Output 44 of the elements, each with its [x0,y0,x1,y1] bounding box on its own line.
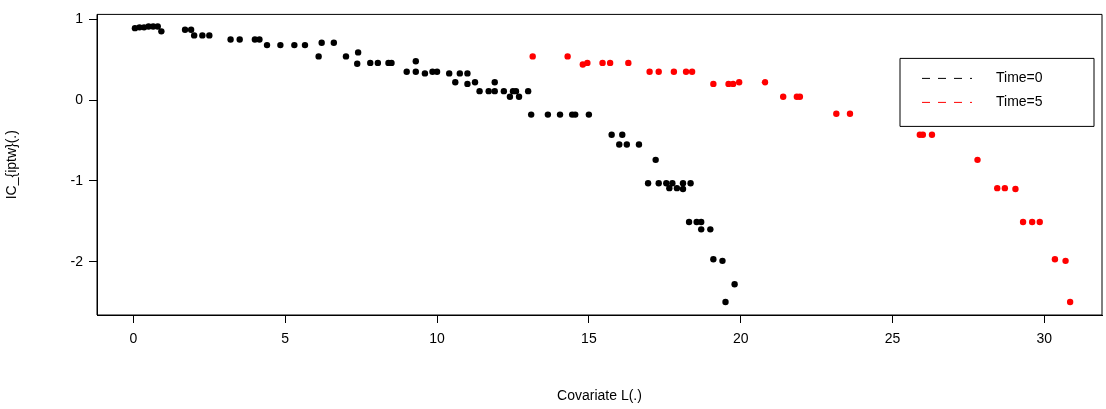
point [1001,184,1009,192]
legend-label: Time=0 [996,69,1043,86]
point [1051,256,1059,263]
y-tick-label: -2 [70,252,84,269]
point [928,131,936,138]
point [779,93,787,101]
point [682,68,690,75]
point [655,68,662,75]
x-tick-label: 15 [581,330,597,347]
y-tick-label: 1 [75,10,84,27]
legend-label: Time=5 [996,93,1043,110]
point [584,59,591,67]
point [1028,218,1036,226]
point [646,68,653,75]
point [1019,218,1027,226]
point [833,110,840,117]
y-tick-label: 0 [75,90,84,107]
x-tick-label: 25 [884,330,901,347]
point [670,68,678,75]
point [1012,185,1019,193]
x-tick-label: 10 [429,330,446,347]
point [1036,218,1043,226]
point [625,59,632,67]
x-tick-label: 0 [129,330,138,347]
point [688,68,696,75]
point [846,110,854,117]
x-tick-label: 20 [732,330,749,347]
point [599,59,606,67]
point [1062,257,1069,265]
point [1066,298,1074,306]
y-tick-label: -1 [70,171,84,188]
point [974,156,981,164]
point [735,79,743,86]
x-tick-label: 5 [281,330,290,347]
point [606,59,614,67]
point [710,80,717,88]
x-axis-title: Covariate L(.) [557,387,642,404]
y-axis-title: IC_{iptw}(.) [3,130,20,200]
point [994,184,1001,192]
point [729,80,737,88]
point [761,79,769,86]
point [564,53,571,60]
point [529,53,536,60]
x-tick-label: 30 [1036,330,1053,347]
